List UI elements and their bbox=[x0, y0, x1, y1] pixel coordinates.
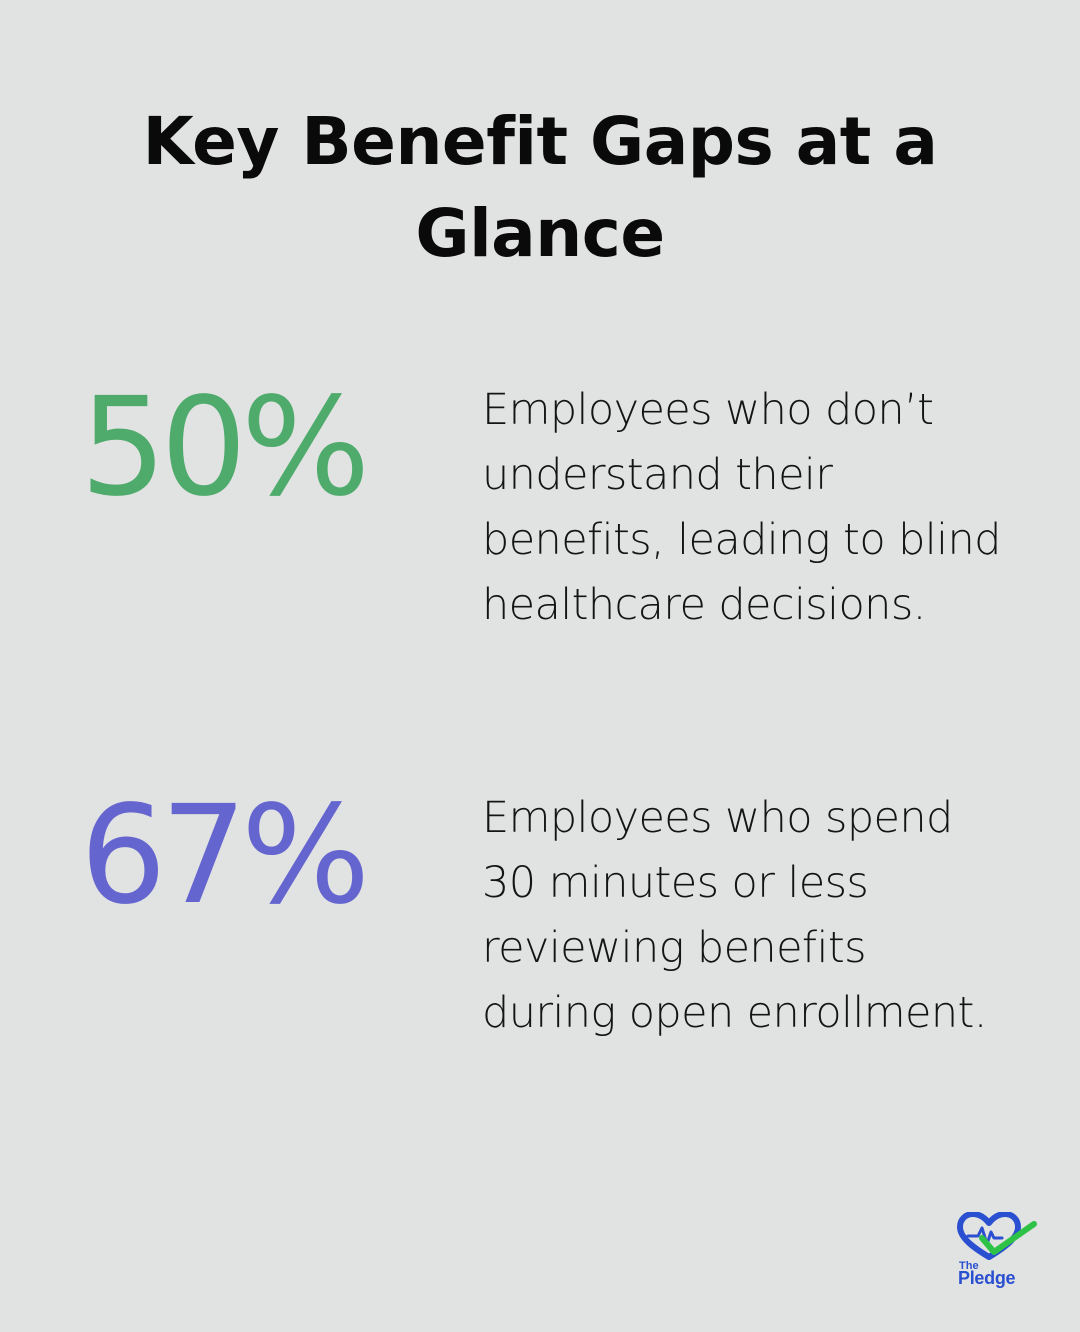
brand-logo: The Pledge bbox=[956, 1212, 1040, 1292]
stat-description: Employees who spend 30 minutes or less r… bbox=[482, 793, 987, 1038]
stat-value: 67% bbox=[80, 777, 370, 935]
stat-description: Employees who don’t understand their ben… bbox=[482, 385, 1001, 630]
checkmark-icon bbox=[979, 1221, 1037, 1255]
stat-value: 50% bbox=[80, 369, 370, 527]
logo-small-text: The bbox=[959, 1260, 979, 1272]
logo-brand-text: Pledge bbox=[958, 1268, 1016, 1288]
page-title: Key Benefit Gaps at a Glance bbox=[142, 103, 938, 272]
